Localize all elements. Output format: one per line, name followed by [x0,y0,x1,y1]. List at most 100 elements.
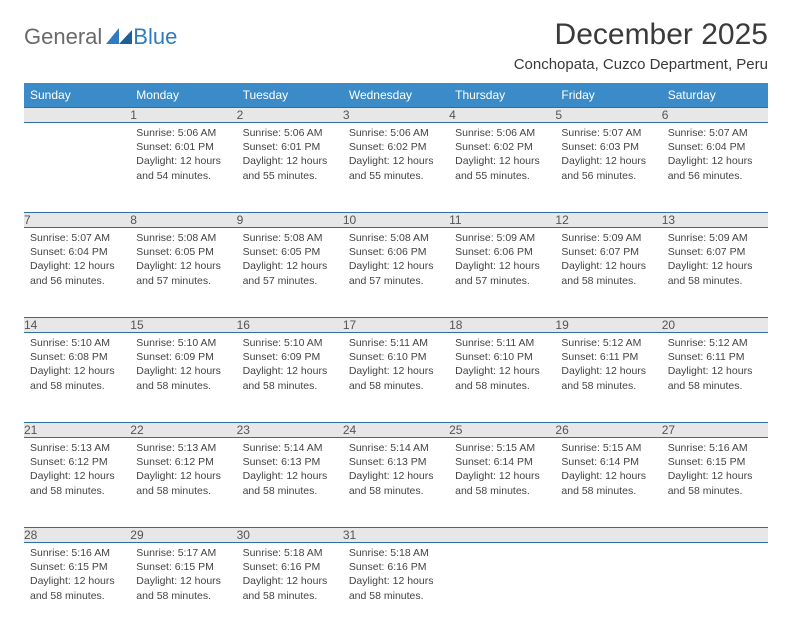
day-details: Sunrise: 5:08 AMSunset: 6:05 PMDaylight:… [237,228,343,294]
day-details: Sunrise: 5:16 AMSunset: 6:15 PMDaylight:… [662,438,768,504]
daylight-line: Daylight: 12 hours and 58 minutes. [455,469,549,497]
page-header: General Blue December 2025 Conchopata, C… [24,18,768,73]
weekday-header: Saturday [662,83,768,108]
sunrise-line: Sunrise: 5:12 AM [561,336,655,350]
weekday-header: Sunday [24,83,130,108]
day-number-cell: 31 [343,528,449,543]
day-number-cell: 9 [237,213,343,228]
sunset-line: Sunset: 6:11 PM [561,350,655,364]
daylight-line: Daylight: 12 hours and 55 minutes. [349,154,443,182]
sunrise-line: Sunrise: 5:14 AM [349,441,443,455]
day-details: Sunrise: 5:10 AMSunset: 6:09 PMDaylight:… [130,333,236,399]
daylight-line: Daylight: 12 hours and 58 minutes. [136,574,230,602]
day-body-cell: Sunrise: 5:08 AMSunset: 6:05 PMDaylight:… [237,228,343,318]
day-number-cell: 17 [343,318,449,333]
day-number-cell [662,528,768,543]
day-body-cell: Sunrise: 5:10 AMSunset: 6:09 PMDaylight:… [237,333,343,423]
logo: General Blue [24,24,177,50]
day-number-cell: 11 [449,213,555,228]
day-body-cell: Sunrise: 5:14 AMSunset: 6:13 PMDaylight:… [343,438,449,528]
day-details: Sunrise: 5:13 AMSunset: 6:12 PMDaylight:… [24,438,130,504]
day-number-cell [24,108,130,123]
sunrise-line: Sunrise: 5:18 AM [243,546,337,560]
day-details: Sunrise: 5:07 AMSunset: 6:04 PMDaylight:… [662,123,768,189]
day-details: Sunrise: 5:07 AMSunset: 6:03 PMDaylight:… [555,123,661,189]
day-body-cell: Sunrise: 5:09 AMSunset: 6:06 PMDaylight:… [449,228,555,318]
day-body-cell: Sunrise: 5:07 AMSunset: 6:03 PMDaylight:… [555,123,661,213]
day-details: Sunrise: 5:12 AMSunset: 6:11 PMDaylight:… [555,333,661,399]
day-body-row: Sunrise: 5:07 AMSunset: 6:04 PMDaylight:… [24,228,768,318]
day-body-cell: Sunrise: 5:08 AMSunset: 6:06 PMDaylight:… [343,228,449,318]
day-number-cell: 22 [130,423,236,438]
day-body-cell: Sunrise: 5:06 AMSunset: 6:02 PMDaylight:… [343,123,449,213]
day-number-cell: 20 [662,318,768,333]
day-number-cell: 5 [555,108,661,123]
sunset-line: Sunset: 6:14 PM [455,455,549,469]
day-number-cell: 29 [130,528,236,543]
daylight-line: Daylight: 12 hours and 58 minutes. [668,259,762,287]
day-number-cell: 10 [343,213,449,228]
sunset-line: Sunset: 6:10 PM [349,350,443,364]
weekday-header: Tuesday [237,83,343,108]
day-body-cell [555,543,661,633]
day-number-cell: 21 [24,423,130,438]
day-number-cell: 2 [237,108,343,123]
sunrise-line: Sunrise: 5:10 AM [30,336,124,350]
daylight-line: Daylight: 12 hours and 58 minutes. [243,574,337,602]
day-number-cell: 18 [449,318,555,333]
day-number-cell: 8 [130,213,236,228]
sunset-line: Sunset: 6:08 PM [30,350,124,364]
day-body-cell: Sunrise: 5:06 AMSunset: 6:02 PMDaylight:… [449,123,555,213]
day-number-cell: 28 [24,528,130,543]
daylight-line: Daylight: 12 hours and 56 minutes. [30,259,124,287]
day-details: Sunrise: 5:10 AMSunset: 6:08 PMDaylight:… [24,333,130,399]
sunrise-line: Sunrise: 5:09 AM [561,231,655,245]
sunrise-line: Sunrise: 5:10 AM [243,336,337,350]
day-details: Sunrise: 5:17 AMSunset: 6:15 PMDaylight:… [130,543,236,609]
day-details: Sunrise: 5:08 AMSunset: 6:05 PMDaylight:… [130,228,236,294]
daylight-line: Daylight: 12 hours and 56 minutes. [561,154,655,182]
day-number-cell: 30 [237,528,343,543]
day-details: Sunrise: 5:07 AMSunset: 6:04 PMDaylight:… [24,228,130,294]
sunset-line: Sunset: 6:02 PM [455,140,549,154]
day-number-cell [555,528,661,543]
day-number-cell: 19 [555,318,661,333]
day-body-cell: Sunrise: 5:18 AMSunset: 6:16 PMDaylight:… [237,543,343,633]
sunset-line: Sunset: 6:05 PM [136,245,230,259]
daylight-line: Daylight: 12 hours and 58 minutes. [136,364,230,392]
daylight-line: Daylight: 12 hours and 58 minutes. [243,364,337,392]
sunrise-line: Sunrise: 5:17 AM [136,546,230,560]
sunset-line: Sunset: 6:10 PM [455,350,549,364]
sunrise-line: Sunrise: 5:08 AM [349,231,443,245]
weekday-header: Monday [130,83,236,108]
daylight-line: Daylight: 12 hours and 54 minutes. [136,154,230,182]
day-details: Sunrise: 5:11 AMSunset: 6:10 PMDaylight:… [343,333,449,399]
sunrise-line: Sunrise: 5:08 AM [136,231,230,245]
location-text: Conchopata, Cuzco Department, Peru [514,56,768,73]
month-title: December 2025 [514,18,768,52]
sunset-line: Sunset: 6:01 PM [136,140,230,154]
day-details: Sunrise: 5:11 AMSunset: 6:10 PMDaylight:… [449,333,555,399]
logo-text-general: General [24,24,102,50]
day-body-cell: Sunrise: 5:13 AMSunset: 6:12 PMDaylight:… [24,438,130,528]
daylight-line: Daylight: 12 hours and 58 minutes. [30,574,124,602]
day-body-cell: Sunrise: 5:15 AMSunset: 6:14 PMDaylight:… [555,438,661,528]
sunset-line: Sunset: 6:05 PM [243,245,337,259]
day-details: Sunrise: 5:18 AMSunset: 6:16 PMDaylight:… [343,543,449,609]
day-body-cell: Sunrise: 5:14 AMSunset: 6:13 PMDaylight:… [237,438,343,528]
sunrise-line: Sunrise: 5:13 AM [30,441,124,455]
daylight-line: Daylight: 12 hours and 55 minutes. [455,154,549,182]
day-details: Sunrise: 5:09 AMSunset: 6:06 PMDaylight:… [449,228,555,294]
sunset-line: Sunset: 6:15 PM [668,455,762,469]
weekday-header: Friday [555,83,661,108]
day-body-cell: Sunrise: 5:11 AMSunset: 6:10 PMDaylight:… [343,333,449,423]
sunrise-line: Sunrise: 5:18 AM [349,546,443,560]
daylight-line: Daylight: 12 hours and 58 minutes. [561,469,655,497]
day-details: Sunrise: 5:13 AMSunset: 6:12 PMDaylight:… [130,438,236,504]
day-details: Sunrise: 5:10 AMSunset: 6:09 PMDaylight:… [237,333,343,399]
sunset-line: Sunset: 6:11 PM [668,350,762,364]
day-details: Sunrise: 5:06 AMSunset: 6:02 PMDaylight:… [449,123,555,189]
day-details: Sunrise: 5:06 AMSunset: 6:01 PMDaylight:… [237,123,343,189]
day-number-cell: 12 [555,213,661,228]
sunrise-line: Sunrise: 5:15 AM [561,441,655,455]
